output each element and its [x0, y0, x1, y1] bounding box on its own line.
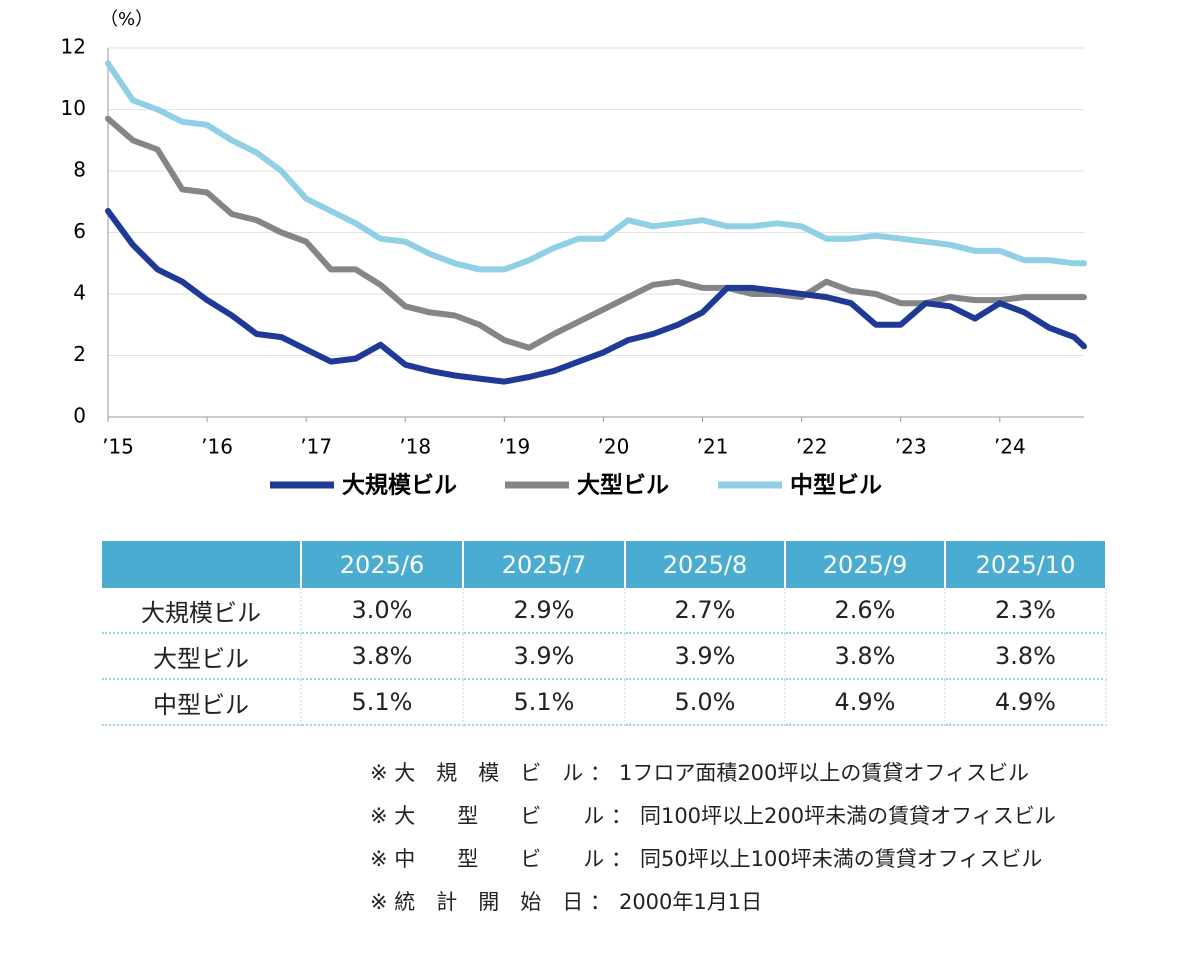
- notes: ※ 大 規 模 ビ ル ： 1フロア面積200坪以上の賃貸オフィスビル ※ 大 型 …: [370, 757, 1056, 929]
- legend-label: 大型ビル: [577, 473, 669, 499]
- y-tick-label: 12: [61, 35, 86, 59]
- x-tick-label: ’15: [102, 435, 134, 459]
- y-tick-label: 4: [73, 281, 86, 305]
- table-row: 中型ビル 5.1% 5.1% 5.0% 4.9% 4.9%: [102, 680, 1107, 726]
- note: ※ 統 計 開 始 日 ： 2000年1月1日: [370, 886, 1056, 929]
- y-tick-label: 10: [61, 96, 86, 120]
- row-label: 中型ビル: [102, 680, 302, 726]
- table-row: 大型ビル 3.8% 3.9% 3.9% 3.8% 3.8%: [102, 634, 1107, 680]
- y-unit: （%）: [100, 9, 153, 30]
- note-text: 同50坪以上100坪未満の賃貸オフィスビル: [639, 847, 1043, 871]
- note-text: 2000年1月1日: [618, 890, 763, 914]
- value-cell: 2.7%: [626, 588, 786, 634]
- note-label: ※ 大 規 模 ビ ル ：: [370, 761, 611, 785]
- header-cell: 2025/9: [786, 541, 946, 588]
- note-label: ※ 統 計 開 始 日 ：: [370, 890, 611, 914]
- data-table: 2025/6 2025/7 2025/8 2025/9 2025/10 大規模ビル 3.0%…: [102, 541, 1107, 726]
- value-cell: 3.8%: [302, 634, 464, 680]
- note-label: ※ 中 型 ビ ル ：: [370, 847, 632, 871]
- header-cell: 2025/10: [946, 541, 1107, 588]
- value-cell: 3.9%: [464, 634, 626, 680]
- value-cell: 5.1%: [302, 680, 464, 726]
- legend-label: 大規模ビル: [342, 473, 457, 499]
- y-tick-label: 6: [73, 219, 86, 243]
- x-tick-label: ’17: [300, 435, 332, 459]
- y-tick-label: 0: [73, 404, 86, 428]
- value-cell: 5.1%: [464, 680, 626, 726]
- note: ※ 大 型 ビ ル ： 同100坪以上200坪未満の賃貸オフィスビル: [370, 800, 1056, 843]
- value-cell: 2.6%: [786, 588, 946, 634]
- x-tick-label: ’23: [895, 435, 927, 459]
- value-cell: 4.9%: [786, 680, 946, 726]
- x-tick-label: ’20: [598, 435, 630, 459]
- value-cell: 5.0%: [626, 680, 786, 726]
- value-cell: 2.9%: [464, 588, 626, 634]
- header-cell: [102, 541, 302, 588]
- value-cell: 3.0%: [302, 588, 464, 634]
- header-cell: 2025/7: [464, 541, 626, 588]
- x-tick-label: ’21: [697, 435, 729, 459]
- note-label: ※ 大 型 ビ ル ：: [370, 804, 632, 828]
- table-row: 大規模ビル 3.0% 2.9% 2.7% 2.6% 2.3%: [102, 588, 1107, 634]
- note-text: 1フロア面積200坪以上の賃貸オフィスビル: [618, 761, 1029, 785]
- y-tick-label: 2: [73, 342, 86, 366]
- note-text: 同100坪以上200坪未満の賃貸オフィスビル: [639, 804, 1056, 828]
- series-line: [105, 60, 1087, 273]
- value-cell: 3.8%: [946, 634, 1107, 680]
- x-tick-label: ’16: [201, 435, 233, 459]
- header-cell: 2025/6: [302, 541, 464, 588]
- note: ※ 大 規 模 ビ ル ： 1フロア面積200坪以上の賃貸オフィスビル: [370, 757, 1056, 800]
- row-label: 大型ビル: [102, 634, 302, 680]
- value-cell: 3.9%: [626, 634, 786, 680]
- x-tick-label: ’22: [796, 435, 828, 459]
- legend-label: 中型ビル: [790, 473, 882, 499]
- x-tick-label: ’24: [994, 435, 1026, 459]
- series-line: [105, 115, 1087, 351]
- y-tick-label: 8: [73, 158, 86, 182]
- row-label: 大規模ビル: [102, 588, 302, 634]
- x-tick-label: ’18: [399, 435, 431, 459]
- value-cell: 3.8%: [786, 634, 946, 680]
- note: ※ 中 型 ビ ル ： 同50坪以上100坪未満の賃貸オフィスビル: [370, 843, 1056, 886]
- header-row: 2025/6 2025/7 2025/8 2025/9 2025/10: [102, 541, 1107, 588]
- chart: （%） 0 2 4 6 8 10 12 ’15 ’16 ’17 ’18 ’19 ’20 ’21 ’22 ’23…: [61, 9, 1087, 499]
- series-line: [105, 208, 1087, 385]
- header-cell: 2025/8: [626, 541, 786, 588]
- value-cell: 2.3%: [946, 588, 1107, 634]
- x-tick-label: ’19: [498, 435, 530, 459]
- value-cell: 4.9%: [946, 680, 1107, 726]
